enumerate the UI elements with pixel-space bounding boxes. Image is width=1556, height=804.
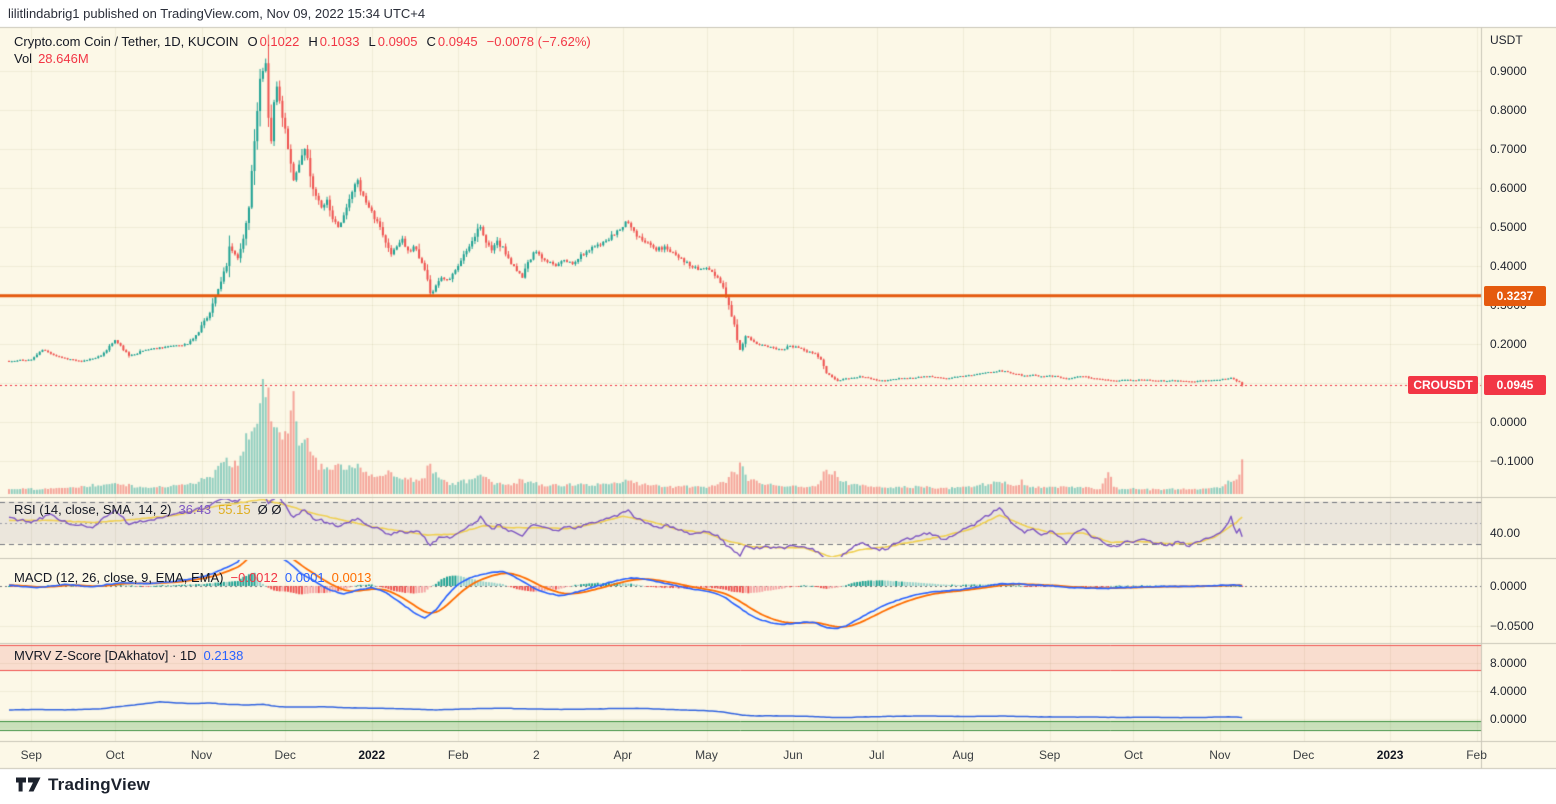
- rsi-legend[interactable]: RSI (14, close, SMA, 14, 2) 36.43 55.15 Ø Ø: [14, 502, 288, 517]
- time-tick-label: Oct: [105, 748, 125, 762]
- time-tick-label: 2: [532, 748, 540, 762]
- price-tick-label: 0.0000: [1490, 415, 1527, 429]
- price-tick-label: 0.8000: [1490, 103, 1527, 117]
- time-tick-label: Nov: [1209, 748, 1231, 762]
- last-price-badge: 0.0945: [1484, 375, 1546, 395]
- symbol-ticker-badge: CROUSDT: [1408, 376, 1478, 394]
- rsi-ma-value: 55.15: [218, 502, 251, 517]
- publish-text: lilitlindabrig1 published on TradingView…: [8, 6, 426, 21]
- volume-value: 28.646M: [38, 51, 89, 66]
- price-axis-unit: USDT: [1490, 33, 1523, 47]
- time-tick-label: Feb: [447, 748, 469, 762]
- rsi-value: 36.43: [178, 502, 212, 517]
- time-tick-label: Dec: [274, 748, 296, 762]
- level-price-badge: 0.3237: [1484, 286, 1546, 306]
- low-label: L: [368, 34, 376, 49]
- change-value: −0.0078 (−7.62%): [486, 34, 591, 49]
- open-value: 0.1022: [259, 34, 300, 49]
- mvrv-tick-label: 4.0000: [1490, 684, 1527, 698]
- mvrv-tick-label: 0.0000: [1490, 712, 1527, 726]
- rsi-label[interactable]: RSI (14, close, SMA, 14, 2): [14, 502, 172, 517]
- price-tick-label: 0.7000: [1490, 142, 1527, 156]
- time-tick-label: Oct: [1124, 748, 1143, 762]
- macd-hist-value: −0.0012: [230, 570, 278, 585]
- macd-tick-label: 0.0000: [1490, 579, 1527, 593]
- time-tick-label: Sep: [20, 748, 42, 762]
- macd-label[interactable]: MACD (12, 26, close, 9, EMA, EMA): [14, 570, 224, 585]
- time-tick-label: Aug: [952, 748, 974, 762]
- macd-signal-value: 0.0013: [331, 570, 372, 585]
- mvrv-legend[interactable]: MVRV Z-Score [DAkhatov] · 1D 0.2138: [14, 648, 250, 663]
- volume-legend[interactable]: Vol 28.646M: [14, 51, 89, 66]
- publish-bar: lilitlindabrig1 published on TradingView…: [8, 6, 425, 21]
- time-tick-label: Jul: [869, 748, 885, 762]
- time-tick-label: Dec: [1292, 748, 1315, 762]
- time-tick-label: Jun: [783, 748, 803, 762]
- rsi-extra-values: Ø Ø: [257, 502, 282, 517]
- macd-legend[interactable]: MACD (12, 26, close, 9, EMA, EMA) −0.0012…: [14, 570, 378, 585]
- price-tick-label: −0.1000: [1490, 454, 1534, 468]
- high-value: 0.1033: [319, 34, 360, 49]
- time-tick-label: Feb: [1466, 748, 1487, 762]
- open-label: O: [247, 34, 258, 49]
- symbol-title[interactable]: Crypto.com Coin / Tether, 1D, KUCOIN: [14, 34, 239, 49]
- mvrv-tick-label: 8.0000: [1490, 656, 1527, 670]
- time-tick-label: May: [695, 748, 718, 762]
- symbol-legend[interactable]: Crypto.com Coin / Tether, 1D, KUCOIN O 0.1…: [14, 34, 591, 49]
- time-tick-label: 2022: [358, 748, 386, 762]
- time-tick-label: Nov: [190, 748, 213, 762]
- footer-brand[interactable]: TradingView: [16, 774, 150, 795]
- close-label: C: [426, 34, 436, 49]
- price-tick-label: 0.9000: [1490, 64, 1527, 78]
- price-tick-label: 0.2000: [1490, 337, 1527, 351]
- tradingview-logo-icon: [16, 774, 41, 795]
- price-tick-label: 0.4000: [1490, 259, 1527, 273]
- volume-label: Vol: [14, 51, 33, 66]
- time-tick-label: Sep: [1038, 748, 1061, 762]
- macd-value: 0.0001: [284, 570, 325, 585]
- close-value: 0.0945: [437, 34, 478, 49]
- time-tick-label: 2023: [1376, 748, 1404, 762]
- mvrv-value: 0.2138: [203, 648, 244, 663]
- mvrv-label[interactable]: MVRV Z-Score [DAkhatov] · 1D: [14, 648, 197, 663]
- price-tick-label: 0.5000: [1490, 220, 1527, 234]
- time-tick-label: Apr: [613, 748, 633, 762]
- macd-tick-label: −0.0500: [1490, 619, 1534, 633]
- rsi-tick-label: 40.00: [1490, 526, 1521, 540]
- low-value: 0.0905: [377, 34, 418, 49]
- tradingview-wordmark: TradingView: [48, 774, 151, 794]
- high-label: H: [308, 34, 318, 49]
- price-tick-label: 0.6000: [1490, 181, 1527, 195]
